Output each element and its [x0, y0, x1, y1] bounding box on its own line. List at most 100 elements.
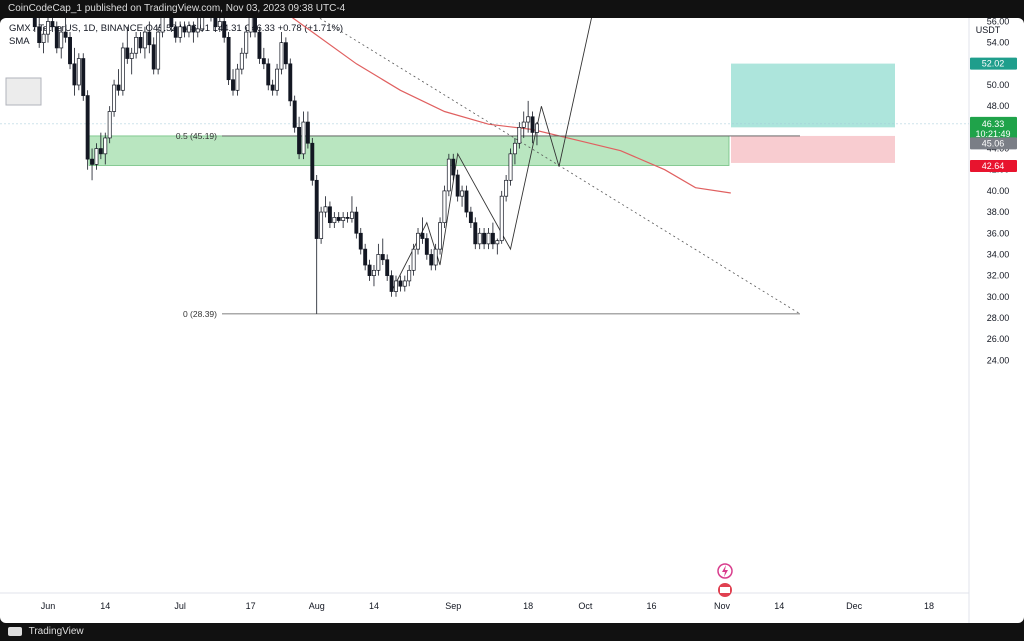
candle-body [195, 28, 200, 33]
countdown-text: 10:21:49 [975, 129, 1010, 139]
indicator-label[interactable]: SMA [9, 36, 30, 47]
candle-body [235, 68, 240, 91]
candle-body [248, 18, 253, 33]
candle-body [363, 248, 368, 266]
candle-body [134, 36, 139, 54]
publish-info: CoinCodeCap_1 published on TradingView.c… [8, 3, 346, 14]
footer-bar: TradingView [0, 623, 1024, 641]
candle-body [178, 26, 183, 38]
candle-body [464, 190, 469, 213]
candle-body [116, 84, 121, 91]
candle-body [429, 254, 434, 266]
y-tick-label: 32.00 [987, 271, 1010, 281]
stop-badge-text: 42.64 [982, 161, 1005, 171]
candle-body [173, 26, 178, 38]
tradingview-logo-icon [8, 626, 22, 636]
candle-body [473, 222, 478, 245]
x-tick-label: 14 [774, 601, 784, 611]
candle-body [59, 31, 64, 49]
y-tick-label: 48.00 [987, 101, 1010, 111]
candle-body [323, 206, 328, 213]
stop-badge [970, 159, 1017, 172]
note-box[interactable] [5, 77, 42, 106]
candle-body [257, 31, 262, 59]
candle-body [283, 42, 288, 65]
candle-body [499, 195, 504, 242]
candle-body [138, 36, 143, 49]
candle-body [345, 217, 350, 219]
candle-body [63, 31, 68, 38]
support-zone [88, 135, 730, 166]
candle-body [182, 26, 187, 33]
candle-body [253, 18, 257, 33]
candle-body [191, 25, 196, 33]
fib-label: 0.5 (45.19) [176, 131, 217, 141]
candle-body [50, 21, 55, 28]
candle-body [314, 179, 319, 239]
y-tick-label: 34.00 [987, 249, 1010, 259]
candle-body [398, 280, 403, 287]
candle-body [217, 21, 222, 28]
candle-body [261, 58, 266, 65]
candle-body [239, 52, 244, 70]
candle-body [305, 121, 310, 144]
candle-body [468, 211, 473, 224]
projection-path [391, 18, 592, 292]
candle-body [495, 240, 500, 245]
candle-body [477, 232, 482, 245]
y-tick-label: 50.00 [987, 80, 1010, 90]
target-zone [731, 63, 895, 128]
candle-body [310, 142, 315, 181]
entry-badge [970, 137, 1017, 150]
candle-body [103, 137, 108, 155]
candle-body [142, 31, 147, 49]
x-tick-label: 16 [646, 601, 656, 611]
candle-body [244, 31, 249, 54]
y-tick-label: 54.00 [987, 38, 1010, 48]
candle-body [107, 111, 112, 139]
candle-body [129, 52, 134, 59]
candle-body [120, 47, 125, 91]
candle-body [112, 84, 117, 112]
candle-body [460, 190, 465, 197]
candle-body [535, 123, 539, 133]
candle-body [147, 31, 152, 46]
candle-body [332, 217, 337, 224]
candle-body [349, 211, 354, 219]
candle-body [94, 148, 99, 165]
candle-body [72, 63, 77, 86]
y-tick-label: 36.00 [987, 228, 1010, 238]
candle-body [490, 232, 495, 245]
candle-body [336, 217, 341, 221]
x-tick-label: 18 [924, 601, 934, 611]
y-tick-label: 28.00 [987, 313, 1010, 323]
candle-body [521, 121, 526, 128]
candle-body [301, 121, 306, 155]
chart-panel[interactable]: GMX / TetherUS, 1D, BINANCE O45.52 H46.5… [0, 18, 1024, 623]
candle-body [372, 269, 376, 276]
candle-body [231, 79, 235, 91]
candle-body [81, 58, 86, 96]
candle-body [482, 232, 487, 245]
candle-body [385, 259, 390, 276]
brand-label: TradingView [28, 626, 84, 637]
price-chart[interactable]: 1 (61.99)0.5 (45.19)0 (28.39) 24.0026.00… [0, 18, 1024, 623]
x-tick-label: Jun [41, 601, 56, 611]
fib-label: 0 (28.39) [183, 309, 217, 319]
candle-body [411, 248, 416, 271]
x-tick-label: Jul [174, 601, 186, 611]
x-tick-label: Dec [846, 601, 863, 611]
candle-body [512, 142, 517, 155]
candle-body [125, 47, 130, 59]
candle-body [32, 18, 37, 28]
candle-body [90, 158, 94, 165]
candle-body [504, 179, 509, 197]
candle-body [394, 280, 398, 292]
target-badge [970, 57, 1017, 70]
candle-body [275, 68, 280, 91]
x-tick-label: Sep [445, 601, 461, 611]
last-price-badge [970, 116, 1017, 139]
x-tick-label: 14 [369, 601, 379, 611]
entry-badge-text: 45.06 [982, 138, 1005, 148]
